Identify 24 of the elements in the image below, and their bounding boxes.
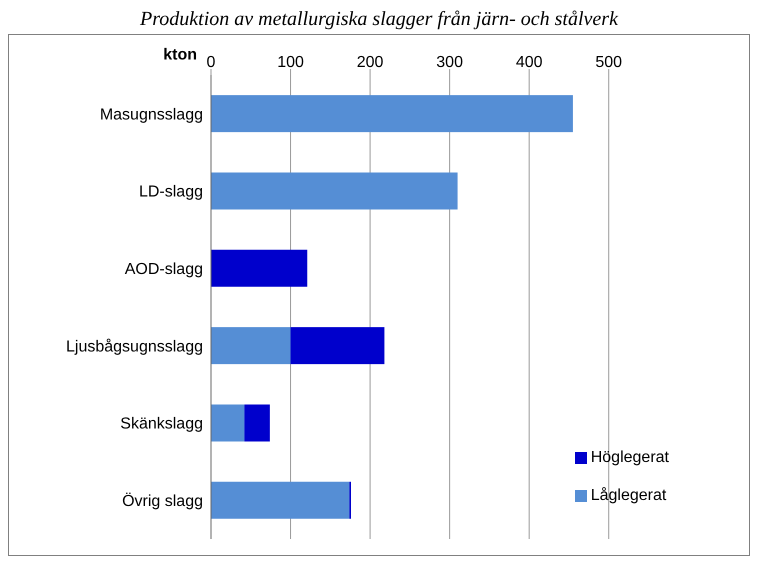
y-tick-label: AOD-slagg	[124, 261, 203, 278]
x-tick-label: 0	[206, 54, 216, 71]
x-tick-label: 400	[516, 54, 543, 71]
x-tick-label: 100	[277, 54, 304, 71]
y-tick-label: Skänkslagg	[120, 416, 203, 433]
y-tick-label: LD-slagg	[138, 184, 203, 201]
bar	[211, 95, 573, 132]
x-tick-label: 500	[595, 54, 622, 71]
bar	[211, 250, 308, 287]
x-axis-title: kton	[163, 46, 197, 64]
bar	[211, 404, 244, 442]
bar	[244, 404, 270, 442]
bar	[211, 482, 350, 519]
bar	[211, 172, 458, 210]
chart-title: Produktion av metallurgiska slagger från järn- och stålverk	[139, 8, 620, 32]
bar	[211, 327, 291, 364]
x-tick-label: 300	[436, 54, 464, 71]
y-tick-label: Masugnsslagg	[100, 106, 203, 124]
x-tick-label: 200	[356, 54, 384, 71]
y-tick-label: Ljusbågsugnsslagg	[66, 338, 203, 356]
legend-label: Höglegerat	[590, 449, 669, 466]
legend-label: Låglegerat	[590, 487, 666, 504]
bar	[290, 327, 384, 364]
y-tick-label: Övrig slagg	[122, 492, 203, 510]
